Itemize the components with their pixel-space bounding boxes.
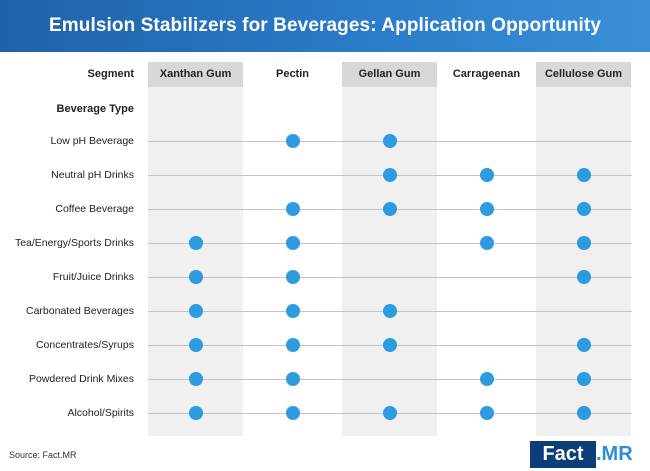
row-label: Low pH Beverage	[50, 135, 134, 147]
matrix-dot	[285, 202, 300, 216]
matrix-dot	[479, 168, 494, 182]
matrix-dot	[382, 304, 397, 318]
matrix-dot	[576, 406, 591, 420]
column-band	[342, 62, 437, 436]
matrix-dot	[285, 236, 300, 250]
matrix-dot	[576, 236, 591, 250]
matrix-dot	[188, 236, 203, 250]
matrix-dot	[479, 202, 494, 216]
matrix-dot	[382, 168, 397, 182]
column-header: Pectin	[275, 68, 309, 80]
column-header: Xanthan Gum	[148, 62, 243, 87]
row-label: Carbonated Beverages	[26, 305, 134, 317]
segment-header-label: Segment	[87, 68, 134, 80]
matrix-dot	[285, 270, 300, 284]
chart-title: Emulsion Stabilizers for Beverages: Appl…	[48, 15, 602, 36]
matrix-dot	[382, 134, 397, 148]
row-label: Coffee Beverage	[55, 203, 134, 215]
matrix-dot	[188, 406, 203, 420]
matrix-dot	[188, 304, 203, 318]
row-label: Neutral pH Drinks	[51, 169, 134, 181]
matrix-dot	[188, 270, 203, 284]
row-line	[148, 243, 632, 244]
matrix-dot	[576, 168, 591, 182]
matrix-dot	[285, 406, 300, 420]
matrix-dot	[285, 372, 300, 386]
row-label: Concentrates/Syrups	[35, 339, 134, 351]
column-header: Cellulose Gum	[536, 62, 631, 87]
matrix-dot	[576, 372, 591, 386]
column-header: Gellan Gum	[342, 62, 437, 87]
matrix-dot	[382, 338, 397, 352]
row-label: Alcohol/Spirits	[67, 407, 134, 419]
factmr-logo: Fact .MR	[530, 441, 642, 468]
row-label: Powdered Drink Mixes	[28, 373, 134, 385]
matrix-dot	[576, 202, 591, 216]
matrix-dot	[576, 338, 591, 352]
title-banner	[0, 0, 650, 52]
matrix-dot	[188, 372, 203, 386]
row-line	[148, 379, 632, 380]
matrix-dot	[382, 406, 397, 420]
beverage-type-label: Beverage Type	[56, 103, 134, 115]
matrix-dot	[479, 406, 494, 420]
matrix-dot	[285, 134, 300, 148]
logo-mr-text: .MR	[596, 443, 633, 465]
matrix-dot	[382, 202, 397, 216]
row-label: Tea/Energy/Sports Drinks	[14, 237, 134, 249]
matrix-dot	[576, 270, 591, 284]
row-label: Fruit/Juice Drinks	[52, 271, 134, 283]
column-header: Carrageenan	[452, 68, 521, 80]
matrix-dot	[285, 338, 300, 352]
source-note: Source: Fact.MR	[9, 450, 77, 460]
matrix-dot	[188, 338, 203, 352]
matrix-dot	[479, 236, 494, 250]
matrix-dot	[285, 304, 300, 318]
logo-fact-text: Fact	[530, 441, 596, 468]
matrix-dot	[479, 372, 494, 386]
row-line	[148, 277, 632, 278]
